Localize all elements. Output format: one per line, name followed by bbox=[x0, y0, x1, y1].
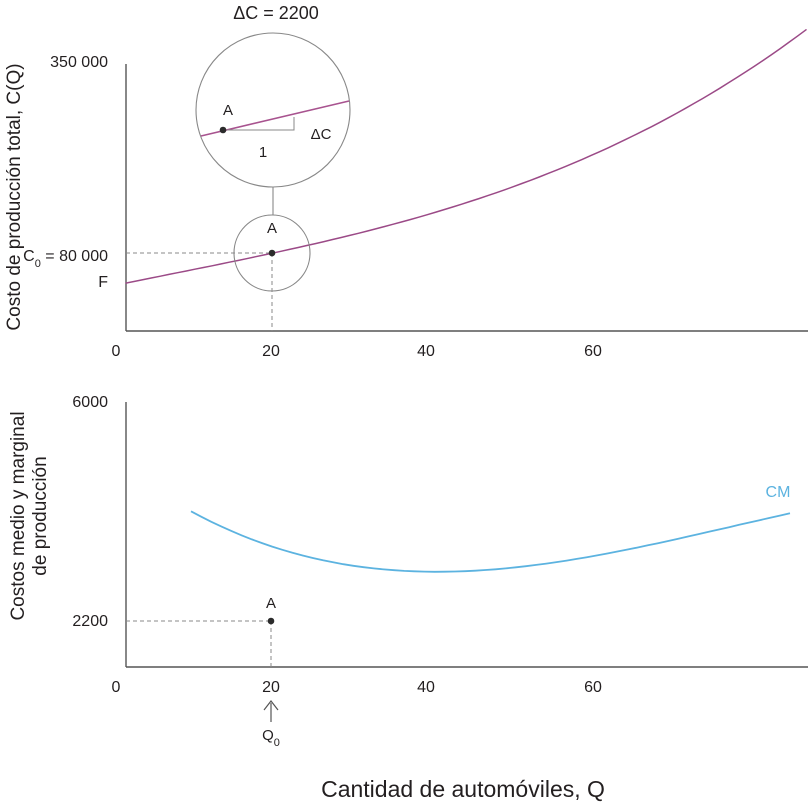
svg-text:60: 60 bbox=[584, 343, 602, 360]
svg-text:ΔC: ΔC bbox=[311, 126, 332, 143]
svg-text:1: 1 bbox=[259, 144, 267, 161]
svg-text:de producción: de producción bbox=[30, 456, 51, 575]
svg-text:F: F bbox=[98, 274, 108, 291]
svg-text:A: A bbox=[223, 102, 233, 119]
svg-text:60: 60 bbox=[584, 679, 602, 696]
svg-text:40: 40 bbox=[417, 679, 435, 696]
svg-text:20: 20 bbox=[262, 343, 280, 360]
svg-text:0: 0 bbox=[112, 679, 121, 696]
svg-text:C0 = 80 000: C0 = 80 000 bbox=[23, 248, 108, 270]
svg-text:A: A bbox=[266, 595, 276, 612]
svg-text:20: 20 bbox=[262, 679, 280, 696]
svg-text:2200: 2200 bbox=[72, 613, 108, 630]
svg-text:A: A bbox=[267, 220, 277, 237]
svg-text:CM: CM bbox=[766, 484, 791, 501]
svg-text:350 000: 350 000 bbox=[50, 54, 108, 71]
svg-text:Costos medio y marginal: Costos medio y marginal bbox=[8, 411, 29, 620]
svg-text:Cantidad de automóviles, Q: Cantidad de automóviles, Q bbox=[321, 776, 605, 802]
svg-text:ΔC = 2200: ΔC = 2200 bbox=[233, 3, 319, 23]
svg-text:Q0: Q0 bbox=[262, 727, 280, 749]
svg-text:0: 0 bbox=[112, 343, 121, 360]
svg-text:Costo de producción total, C(Q: Costo de producción total, C(Q) bbox=[4, 63, 25, 330]
svg-text:6000: 6000 bbox=[72, 394, 108, 411]
svg-text:40: 40 bbox=[417, 343, 435, 360]
